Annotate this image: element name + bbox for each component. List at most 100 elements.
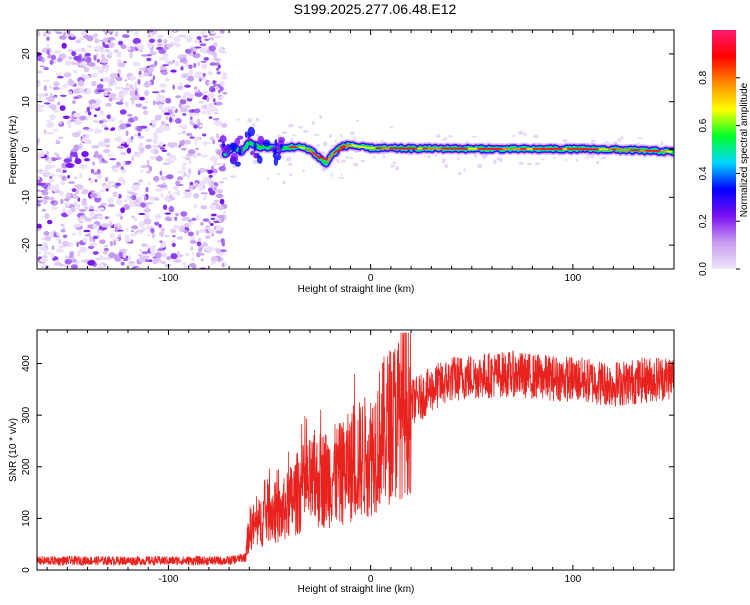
noise-speckle — [182, 131, 186, 134]
faint-speckle — [477, 164, 482, 168]
faint-speckle — [319, 115, 322, 119]
noise-speckle — [131, 136, 134, 140]
noise-speckle — [146, 81, 151, 85]
noise-speckle — [175, 217, 178, 221]
noise-speckle — [165, 77, 169, 82]
noise-speckle — [112, 98, 116, 100]
noise-speckle — [108, 252, 116, 258]
snr-series-line — [37, 333, 674, 566]
noise-speckle — [178, 35, 186, 37]
noise-speckle — [216, 189, 223, 193]
noise-speckle — [202, 63, 207, 68]
noise-speckle — [210, 229, 215, 235]
noise-speckle — [210, 62, 217, 66]
noise-speckle — [144, 90, 149, 96]
snr-x-tick-label: 100 — [565, 574, 582, 585]
noise-speckle — [139, 97, 145, 101]
noise-speckle — [83, 127, 90, 130]
track-blob — [248, 127, 255, 137]
noise-speckle — [195, 47, 202, 49]
noise-speckle — [200, 48, 203, 53]
noise-speckle — [140, 126, 147, 129]
noise-speckle — [211, 214, 217, 217]
noise-speckle — [68, 124, 71, 129]
noise-speckle — [124, 235, 130, 239]
noise-speckle — [217, 240, 221, 242]
track-blob — [257, 156, 263, 164]
colorbar-tick-label: 0.8 — [698, 70, 709, 84]
faint-speckle — [541, 159, 544, 161]
noise-speckle — [138, 179, 143, 182]
noise-speckle — [185, 253, 189, 257]
noise-speckle — [196, 252, 200, 257]
noise-speckle — [160, 90, 165, 93]
noise-speckle — [42, 58, 45, 63]
noise-speckle — [209, 190, 215, 195]
noise-speckle — [72, 188, 77, 192]
noise-speckle — [117, 224, 123, 226]
faint-speckle — [637, 137, 642, 139]
noise-speckle — [51, 254, 54, 259]
noise-speckle — [99, 239, 105, 244]
noise-speckle — [186, 36, 193, 42]
noise-speckle — [177, 55, 183, 59]
faint-speckle — [518, 131, 523, 135]
colorbar-tick-label: 0.0 — [698, 262, 709, 276]
faint-speckle — [393, 162, 396, 164]
snr-x-label: Height of straight line (km) — [298, 584, 415, 595]
snr-y-tick-label: 200 — [21, 458, 32, 475]
noise-speckle — [86, 35, 93, 41]
noise-speckle — [60, 199, 63, 204]
noise-speckle — [181, 73, 188, 78]
noise-speckle — [173, 192, 180, 194]
noise-speckle — [201, 104, 203, 110]
noise-speckle — [46, 122, 54, 128]
noise-speckle — [138, 213, 145, 215]
noise-speckle — [46, 44, 49, 48]
noise-speckle — [182, 163, 186, 166]
noise-speckle — [52, 245, 55, 250]
noise-speckle — [184, 172, 187, 177]
noise-speckle — [194, 90, 198, 93]
spectrogram-y-tick-label: 0 — [21, 146, 32, 152]
noise-speckle — [200, 222, 203, 226]
noise-speckle — [118, 63, 126, 68]
noise-speckle — [136, 43, 144, 48]
faint-speckle — [282, 131, 288, 134]
faint-speckle — [329, 134, 332, 138]
noise-speckle — [188, 168, 191, 174]
noise-speckle — [184, 85, 191, 88]
noise-speckle — [57, 102, 60, 106]
noise-speckle — [74, 177, 77, 179]
noise-speckle — [61, 224, 65, 227]
noise-speckle — [103, 92, 108, 96]
noise-speckle — [101, 54, 105, 59]
noise-speckle — [136, 153, 142, 157]
colorbar-tick-label: 0.6 — [698, 118, 709, 132]
noise-speckle — [109, 82, 112, 86]
noise-speckle — [199, 77, 203, 79]
noise-speckle — [159, 83, 167, 87]
noise-speckle — [123, 179, 126, 185]
noise-speckle — [97, 174, 102, 179]
noise-speckle — [179, 104, 182, 109]
noise-speckle — [121, 44, 127, 49]
noise-speckle — [95, 38, 98, 43]
noise-speckle — [129, 76, 136, 81]
noise-speckle — [190, 137, 195, 139]
noise-speckle — [116, 213, 123, 217]
noise-speckle — [210, 204, 217, 210]
faint-speckle — [493, 160, 496, 164]
noise-speckle — [163, 187, 169, 189]
noise-speckle — [202, 31, 206, 36]
noise-speckle — [96, 129, 103, 133]
noise-speckle — [216, 194, 224, 198]
noise-speckle — [140, 169, 143, 172]
noise-speckle — [117, 146, 125, 149]
noise-speckle — [57, 157, 62, 160]
noise-speckle — [213, 80, 216, 84]
noise-speckle — [200, 192, 208, 194]
noise-speckle — [160, 66, 167, 71]
noise-speckle — [44, 248, 47, 254]
noise-speckle — [172, 243, 176, 247]
